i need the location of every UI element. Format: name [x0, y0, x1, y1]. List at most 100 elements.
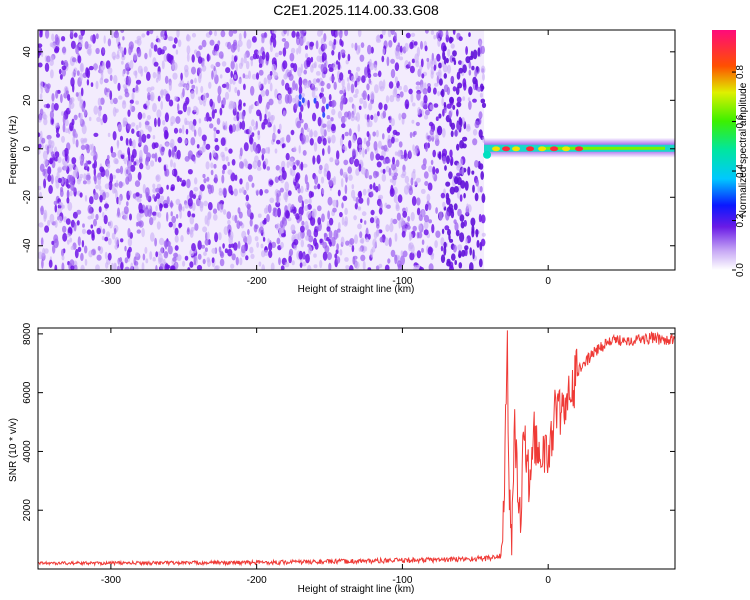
- noise-speckle: [166, 53, 171, 62]
- noise-speckle: [87, 215, 92, 220]
- snr-x-tick-label: -100: [392, 575, 412, 586]
- noise-speckle: [390, 118, 395, 127]
- noise-speckle: [260, 89, 266, 97]
- noise-speckle: [185, 34, 191, 42]
- noise-speckle: [152, 187, 157, 194]
- noise-speckle: [103, 78, 109, 84]
- noise-speckle: [320, 80, 325, 87]
- noise-speckle: [440, 192, 446, 199]
- noise-speckle: [69, 190, 73, 197]
- noise-speckle: [125, 169, 129, 175]
- noise-speckle: [124, 245, 127, 252]
- noise-speckle: [387, 258, 391, 264]
- noise-speckle: [57, 177, 62, 183]
- noise-speckle: [344, 131, 349, 137]
- noise-speckle: [266, 214, 270, 223]
- noise-speckle: [109, 173, 113, 184]
- noise-speckle: [222, 243, 225, 249]
- noise-speckle: [246, 234, 252, 245]
- noise-speckle: [55, 127, 59, 134]
- noise-speckle: [423, 114, 429, 120]
- noise-speckle: [230, 243, 235, 248]
- noise-speckle: [357, 30, 362, 38]
- noise-speckle: [417, 68, 422, 77]
- noise-speckle: [182, 88, 185, 98]
- noise-speckle: [413, 41, 418, 46]
- noise-speckle: [199, 184, 205, 192]
- noise-speckle: [376, 229, 380, 236]
- noise-speckle: [102, 113, 108, 124]
- noise-speckle: [348, 96, 354, 103]
- noise-speckle: [219, 203, 224, 213]
- noise-speckle: [367, 94, 370, 101]
- noise-speckle: [90, 35, 94, 42]
- noise-speckle: [374, 84, 379, 94]
- noise-speckle: [447, 48, 451, 57]
- noise-speckle: [205, 232, 208, 241]
- noise-speckle: [327, 210, 330, 220]
- noise-speckle: [221, 169, 225, 175]
- noise-speckle: [385, 95, 390, 103]
- noise-speckle: [321, 188, 325, 195]
- noise-speckle: [354, 158, 360, 167]
- noise-speckle: [190, 137, 196, 146]
- noise-speckle: [265, 89, 270, 97]
- noise-speckle: [78, 34, 84, 40]
- noise-speckle: [382, 133, 385, 140]
- noise-speckle: [91, 229, 95, 238]
- noise-speckle: [378, 183, 381, 192]
- noise-speckle: [268, 242, 273, 252]
- noise-speckle: [205, 143, 211, 150]
- noise-speckle: [305, 235, 310, 241]
- noise-speckle: [91, 143, 94, 153]
- noise-speckle: [478, 111, 483, 120]
- noise-speckle: [264, 189, 269, 194]
- noise-speckle: [331, 50, 335, 56]
- noise-speckle: [222, 209, 227, 215]
- noise-speckle: [368, 102, 373, 111]
- noise-speckle: [368, 78, 372, 84]
- noise-speckle: [226, 211, 232, 220]
- noise-speckle: [293, 146, 297, 153]
- noise-speckle: [113, 262, 117, 270]
- noise-speckle: [173, 37, 178, 44]
- noise-speckle: [319, 238, 323, 244]
- noise-speckle: [89, 196, 94, 205]
- noise-speckle: [138, 135, 143, 146]
- noise-speckle: [60, 186, 64, 193]
- noise-speckle: [449, 37, 454, 43]
- noise-speckle: [398, 113, 402, 121]
- noise-speckle: [131, 91, 135, 101]
- spectrogram-y-tick-label: -20: [22, 190, 33, 205]
- noise-speckle: [193, 105, 198, 113]
- noise-speckle: [111, 184, 116, 194]
- noise-speckle: [299, 262, 303, 268]
- noise-speckle: [263, 77, 267, 85]
- noise-speckle: [330, 123, 336, 132]
- noise-speckle: [149, 217, 154, 226]
- snr-x-axis-title: Height of straight line (km): [298, 584, 415, 595]
- noise-speckle: [202, 100, 206, 107]
- noise-speckle: [331, 99, 335, 109]
- noise-speckle: [224, 91, 230, 100]
- noise-speckle: [428, 219, 432, 224]
- noise-speckle: [395, 50, 401, 60]
- noise-speckle: [267, 238, 270, 244]
- noise-speckle: [109, 90, 113, 101]
- noise-speckle: [480, 214, 486, 224]
- noise-speckle: [155, 251, 159, 258]
- noise-speckle: [159, 263, 164, 270]
- noise-speckle: [229, 77, 233, 85]
- noise-speckle: [270, 114, 274, 125]
- noise-speckle: [216, 117, 221, 125]
- noise-speckle: [241, 186, 245, 194]
- noise-speckle: [142, 253, 146, 261]
- noise-speckle: [374, 64, 377, 71]
- noise-speckle: [401, 112, 407, 120]
- noise-speckle: [129, 138, 132, 147]
- noise-speckle: [251, 182, 255, 188]
- noise-speckle: [261, 153, 265, 161]
- noise-speckle: [154, 117, 157, 128]
- noise-speckle: [155, 193, 161, 199]
